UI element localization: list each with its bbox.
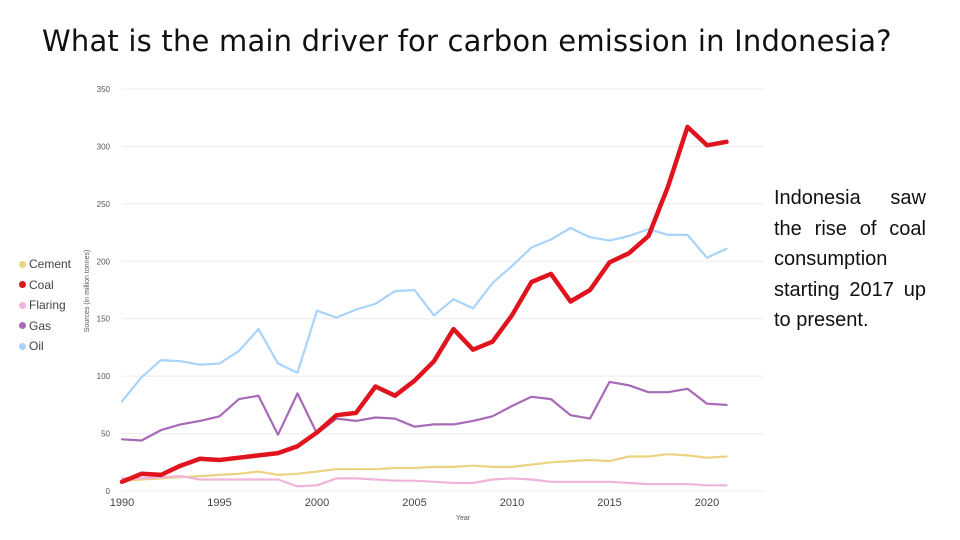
side-annotation: Indonesia saw the rise of coal consumpti… <box>774 187 926 331</box>
series-line-oil <box>120 226 728 403</box>
legend-item-oil[interactable]: Oil <box>19 336 71 357</box>
y-tick-label: 150 <box>97 315 111 324</box>
legend-item-coal[interactable]: Coal <box>19 275 71 296</box>
y-tick-label: 0 <box>106 487 111 496</box>
y-tick-label: 250 <box>97 200 111 209</box>
legend-swatch <box>19 342 26 350</box>
legend-item-gas[interactable]: Gas <box>19 316 71 337</box>
grid-lines <box>122 88 764 492</box>
legend-swatch <box>19 301 26 309</box>
legend-label: Oil <box>29 339 44 354</box>
x-tick-label: 2000 <box>305 497 329 509</box>
x-tick-label: 2010 <box>500 497 524 509</box>
legend-swatch <box>19 260 26 268</box>
x-tick-label: 1990 <box>110 497 134 509</box>
legend-swatch <box>19 322 26 330</box>
y-tick-label: 200 <box>97 257 111 266</box>
x-axis-label: Year <box>456 515 471 522</box>
legend-swatch <box>19 281 26 289</box>
legend-label: Coal <box>29 277 54 292</box>
x-tick-label: 2015 <box>597 497 621 509</box>
slide-title: What is the main driver for carbon emiss… <box>42 24 892 58</box>
legend-label: Flaring <box>29 298 66 313</box>
legend-label: Gas <box>29 318 52 333</box>
y-axis-label: Sources (in million tonnes) <box>84 250 91 332</box>
x-tick-label: 2020 <box>695 497 719 509</box>
series-line-flaring <box>120 475 728 488</box>
legend-label: Cement <box>29 257 72 272</box>
x-tick-label: 2005 <box>402 497 426 509</box>
x-tick-labels: 1990 1995 2000 2005 2010 2015 2020 <box>110 497 719 509</box>
legend-item-flaring[interactable]: Flaring <box>19 295 71 316</box>
x-tick-label: 1995 <box>207 497 231 509</box>
y-tick-label: 100 <box>97 372 111 381</box>
series-line-gas <box>120 380 728 442</box>
y-tick-label: 300 <box>97 142 111 151</box>
legend-item-cement[interactable]: Cement <box>19 254 71 275</box>
chart-legend: Cement Coal Flaring Gas Oil <box>19 254 71 357</box>
y-tick-labels: 0 50 100 150 200 250 300 350 <box>97 85 111 496</box>
series-line-coal <box>119 124 729 485</box>
y-tick-label: 350 <box>97 85 111 94</box>
series-lines <box>119 124 729 488</box>
y-tick-label: 50 <box>101 430 110 439</box>
series-line-cement <box>120 453 728 482</box>
